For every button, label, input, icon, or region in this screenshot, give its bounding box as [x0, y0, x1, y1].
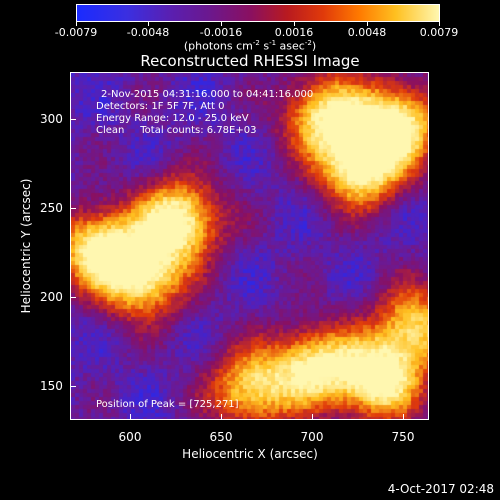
x-tick-label: 600 — [118, 430, 142, 444]
y-tick-label: 300 — [40, 112, 63, 126]
y-tick-label: 250 — [40, 201, 63, 215]
plot-timestamp: 4-Oct-2017 02:48 — [387, 482, 494, 496]
plot-area: 2-Nov-2015 04:31:16.000 to 04:41:16.000 … — [70, 72, 429, 420]
colorbar-tick — [76, 21, 77, 26]
colorbar-tick — [439, 21, 440, 26]
colorbar-tick — [294, 21, 295, 26]
peak-annotation: Position of Peak = [725,271] — [96, 399, 239, 410]
colorbar-tick-label: -0.0016 — [199, 26, 243, 39]
x-tick — [130, 414, 131, 420]
heatmap-image — [71, 73, 428, 419]
x-tick — [312, 414, 313, 420]
colorbar-units: (photons cm-2 s-1 asec-2) — [183, 39, 317, 53]
colorbar-tick-label: -0.0079 — [54, 26, 98, 39]
y-tick-label: 200 — [40, 290, 63, 304]
energy-annotation: Energy Range: 12.0 - 25.0 keV — [96, 113, 249, 124]
x-axis-label: Heliocentric X (arcsec) — [182, 447, 318, 461]
y-tick — [70, 119, 76, 120]
y-tick-label: 150 — [40, 379, 63, 393]
time-range-annotation: 2-Nov-2015 04:31:16.000 to 04:41:16.000 — [101, 89, 314, 100]
colorbar-tick-label: -0.0048 — [126, 26, 170, 39]
x-tick — [221, 414, 222, 420]
y-tick — [70, 297, 76, 298]
y-tick — [70, 386, 76, 387]
colorbar — [76, 4, 440, 22]
x-tick — [403, 414, 404, 420]
detectors-annotation: Detectors: 1F 5F 7F, Att 0 — [96, 101, 225, 112]
x-tick-label: 650 — [209, 430, 233, 444]
colorbar-tick-label: 0.0079 — [419, 26, 459, 39]
colorbar-tick — [367, 21, 368, 26]
chart-title: Reconstructed RHESSI Image — [140, 52, 360, 70]
y-tick — [70, 208, 76, 209]
colorbar-tick-label: 0.0048 — [347, 26, 387, 39]
clean-annotation: Clean Total counts: 6.78E+03 — [96, 125, 257, 136]
colorbar-tick — [148, 21, 149, 26]
y-axis-label: Heliocentric Y (arcsec) — [19, 178, 33, 314]
x-tick-label: 700 — [300, 430, 324, 444]
colorbar-tick — [221, 21, 222, 26]
x-tick-label: 750 — [391, 430, 415, 444]
colorbar-tick-label: 0.0016 — [274, 26, 314, 39]
